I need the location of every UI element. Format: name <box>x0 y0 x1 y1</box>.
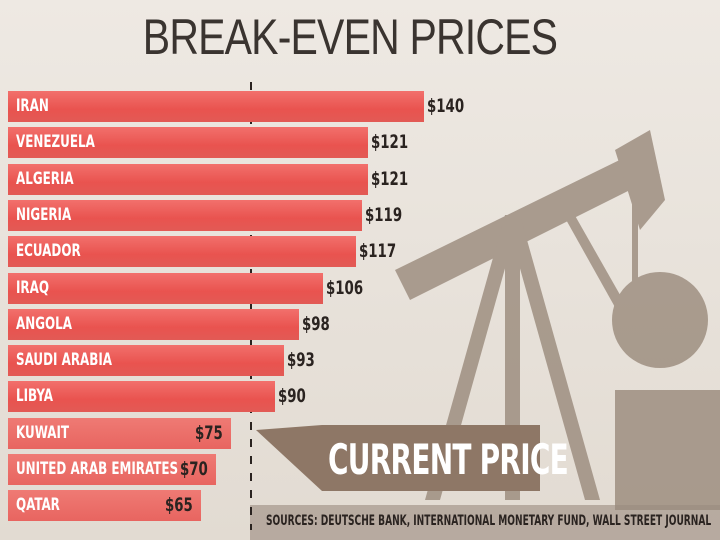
bar-category-label: SAUDI ARABIA <box>16 350 113 370</box>
current-price-callout: CURRENT PRICE <box>322 425 569 491</box>
bar-category-label: LIBYA <box>16 386 54 406</box>
bar-row: ECUADOR $117 <box>8 236 708 267</box>
bar <box>8 381 275 412</box>
bar <box>8 309 299 340</box>
bar-category-label: QATAR <box>16 495 60 515</box>
bar <box>8 345 284 376</box>
bar-category-label: IRAQ <box>16 278 50 298</box>
bar-row: ALGERIA $121 <box>8 164 708 195</box>
bar-category-label: KUWAIT <box>16 423 70 443</box>
bar-category-label: ANGOLA <box>16 314 72 334</box>
pumpjack-silhouette <box>250 130 720 540</box>
bar-category-label: VENEZUELA <box>16 132 95 152</box>
bar <box>8 127 368 158</box>
bar-value-label: $119 <box>365 204 403 226</box>
bar-row: VENEZUELA $121 <box>8 127 708 158</box>
bar-value-label: $65 <box>165 494 193 516</box>
bar-category-label: ECUADOR <box>16 241 81 261</box>
bar-row: QATAR $65 <box>8 490 708 521</box>
bar-value-label: $121 <box>371 131 409 153</box>
bar-value-label: $93 <box>287 349 315 371</box>
bar-row: UNITED ARAB EMIRATES $70 <box>8 454 708 485</box>
bar <box>8 200 362 231</box>
bar-value-label: $75 <box>195 422 223 444</box>
bar-category-label: ALGERIA <box>16 169 74 189</box>
bar-value-label: $106 <box>326 277 364 299</box>
bar-row: ANGOLA $98 <box>8 309 708 340</box>
bar <box>8 236 356 267</box>
bar-value-label: $90 <box>278 385 306 407</box>
bar <box>8 454 216 485</box>
bar-value-label: $98 <box>302 313 330 335</box>
bar-row: SAUDI ARABIA $93 <box>8 345 708 376</box>
bar-row: LIBYA $90 <box>8 381 708 412</box>
callout-pointer <box>256 425 322 491</box>
bar <box>8 164 368 195</box>
bar-row: IRAQ $106 <box>8 273 708 304</box>
bar-category-label: NIGERIA <box>16 205 72 225</box>
bar-category-label: UNITED ARAB EMIRATES <box>16 459 179 479</box>
current-price-label: CURRENT PRICE <box>328 435 569 484</box>
bar-row: KUWAIT $75 <box>8 418 708 449</box>
bar-value-label: $70 <box>180 458 208 480</box>
chart-title: BREAK-EVEN PRICES <box>142 9 558 65</box>
bar <box>8 91 424 122</box>
bar-value-label: $121 <box>371 168 409 190</box>
bar <box>8 273 323 304</box>
bar-row: NIGERIA $119 <box>8 200 708 231</box>
bar-value-label: $117 <box>359 240 397 262</box>
bar <box>8 418 231 449</box>
bar-category-label: IRAN <box>16 96 49 116</box>
sources-note: SOURCES: DEUTSCHE BANK, INTERNATIONAL MO… <box>266 513 712 529</box>
bar-row: IRAN $140 <box>8 91 708 122</box>
bar <box>8 490 201 521</box>
bar-value-label: $140 <box>427 95 465 117</box>
